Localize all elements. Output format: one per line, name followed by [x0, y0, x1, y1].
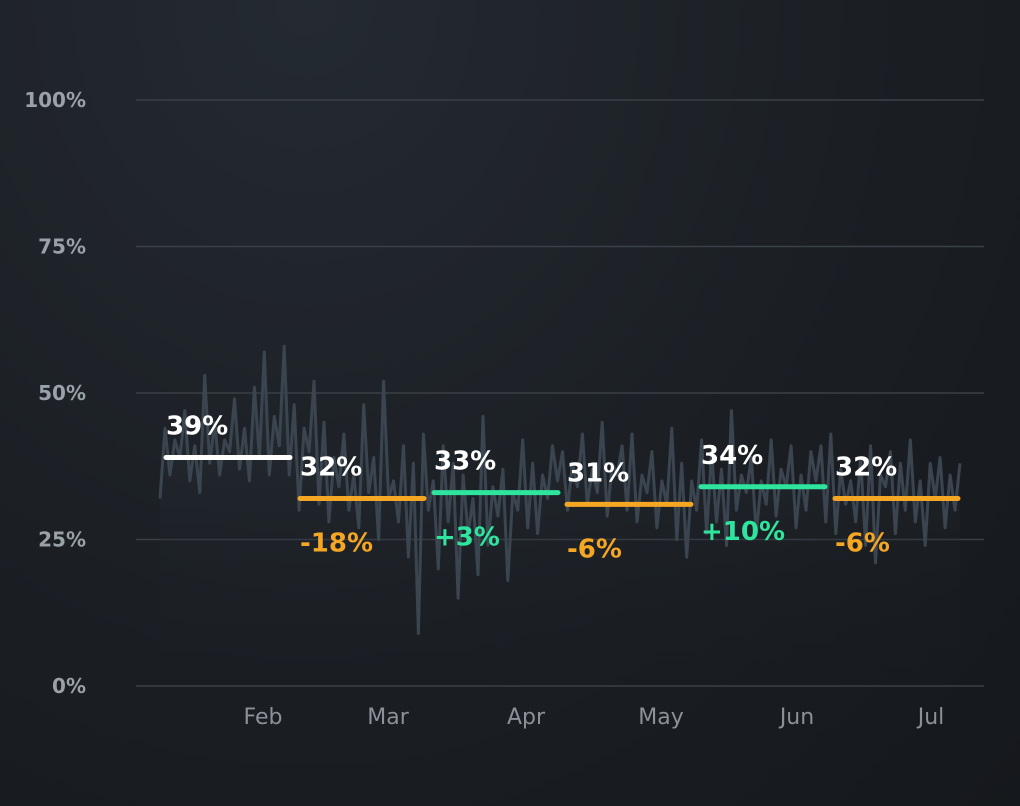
y-axis: 0% 25% 50% 75% 100%: [24, 88, 86, 698]
x-tick-label: Apr: [507, 705, 546, 730]
y-tick-label: 0%: [52, 674, 86, 698]
daily-series: [158, 344, 962, 686]
x-tick-label: May: [638, 705, 683, 730]
period-change-label: -6%: [567, 534, 622, 564]
period-change-label: +3%: [434, 523, 500, 553]
period-change-label: +10%: [701, 517, 785, 547]
daily-series-line: [158, 344, 962, 635]
period-value-label: 32%: [835, 452, 897, 482]
y-tick-label: 75%: [38, 235, 86, 259]
period-change-label: -18%: [300, 528, 373, 558]
y-tick-label: 100%: [24, 88, 86, 112]
x-tick-label: Feb: [244, 705, 283, 730]
period-value-label: 34%: [701, 441, 763, 471]
period-value-label: 39%: [166, 411, 228, 441]
y-tick-label: 50%: [38, 381, 86, 405]
x-axis: Feb Mar Apr May Jun Jul: [244, 705, 945, 730]
daily-series-area: [160, 346, 960, 686]
x-tick-label: Jun: [778, 705, 814, 730]
x-tick-label: Mar: [367, 705, 409, 730]
y-tick-label: 25%: [38, 528, 86, 552]
period-value-label: 33%: [434, 447, 496, 477]
period-change-label: -6%: [835, 528, 890, 558]
period-value-label: 32%: [300, 452, 362, 482]
x-tick-label: Jul: [916, 705, 945, 730]
period-value-label: 31%: [567, 458, 629, 488]
period-averages: 39% 32% -18% 33% +3% 31% -6% 34% +10% 32% -6%: [163, 411, 961, 564]
